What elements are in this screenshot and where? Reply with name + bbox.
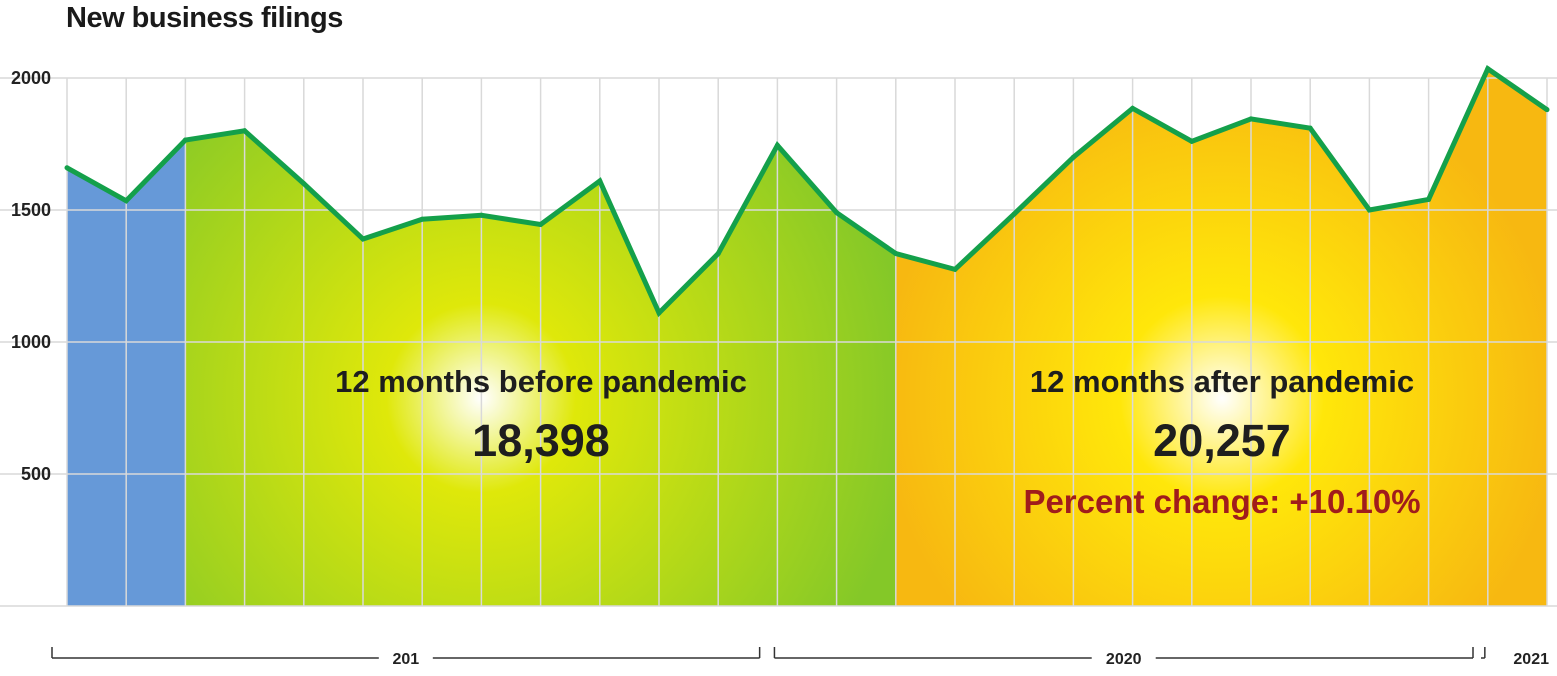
series-line bbox=[65, 65, 1549, 318]
data-point bbox=[1485, 66, 1491, 72]
year-label: 201 bbox=[392, 651, 419, 668]
data-point bbox=[715, 251, 721, 257]
after-pandemic-label: 12 months after pandemic bbox=[1030, 364, 1414, 399]
data-point bbox=[656, 310, 662, 316]
year-bracket: 2021 bbox=[1481, 647, 1549, 668]
year-label: 2021 bbox=[1513, 651, 1549, 668]
y-tick-label: 1500 bbox=[11, 200, 51, 220]
before-pandemic-label: 12 months before pandemic bbox=[335, 364, 747, 399]
percent-change-label: Percent change: +10.10% bbox=[1023, 483, 1420, 520]
y-tick-label: 1000 bbox=[11, 332, 51, 352]
data-point bbox=[1070, 154, 1076, 160]
data-point bbox=[360, 236, 366, 242]
data-point bbox=[1544, 107, 1550, 113]
data-point bbox=[834, 210, 840, 216]
data-point bbox=[478, 212, 484, 218]
data-point bbox=[893, 251, 899, 257]
data-point bbox=[182, 137, 188, 143]
year-bracket: 2020 bbox=[773, 647, 1474, 668]
after-pandemic-total: 20,257 bbox=[1153, 415, 1291, 466]
data-point bbox=[1248, 116, 1254, 122]
data-point bbox=[952, 266, 958, 272]
year-label: 2020 bbox=[1106, 651, 1142, 668]
data-point bbox=[538, 222, 544, 228]
data-point bbox=[1130, 105, 1136, 111]
after-pandemic-area bbox=[895, 68, 1547, 606]
data-point bbox=[1426, 196, 1432, 202]
data-point bbox=[1189, 138, 1195, 144]
data-point bbox=[64, 165, 70, 171]
data-point bbox=[419, 216, 425, 222]
y-tick-label: 2000 bbox=[11, 68, 51, 88]
year-bracket: 201 bbox=[51, 647, 761, 668]
data-point bbox=[597, 178, 603, 184]
y-tick-label: 500 bbox=[21, 464, 51, 484]
data-point bbox=[774, 142, 780, 148]
data-point bbox=[1366, 207, 1372, 213]
data-point bbox=[301, 181, 307, 187]
chart-title: New business filings bbox=[66, 2, 343, 34]
data-point bbox=[242, 128, 248, 134]
data-point bbox=[1011, 211, 1017, 217]
data-point bbox=[123, 198, 129, 204]
before-pandemic-total: 18,398 bbox=[472, 415, 610, 466]
data-point bbox=[1307, 125, 1313, 131]
